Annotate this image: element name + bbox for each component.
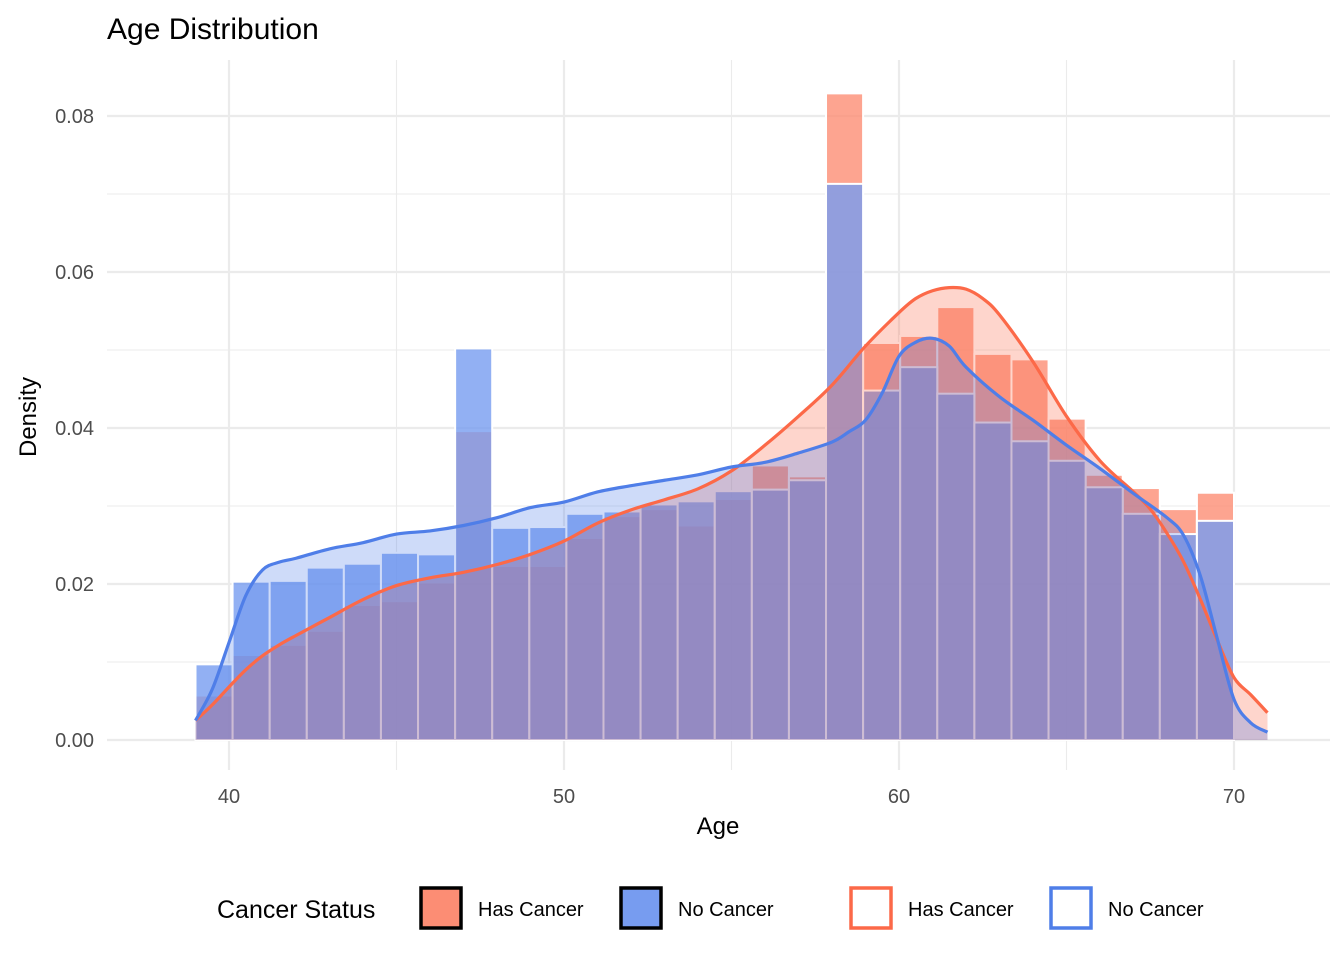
density-has-cancer-area — [195, 287, 1268, 740]
bar-no-cancer — [1158, 533, 1198, 742]
bar-no-cancer — [305, 566, 345, 741]
bar-no-cancer — [936, 392, 976, 741]
y-tick-label: 0.04 — [55, 418, 94, 440]
density-curves — [194, 285, 1269, 740]
x-axis-ticks: 40 50 60 70 — [218, 786, 1245, 808]
legend-key-fill-no-cancer — [619, 886, 663, 930]
legend-label-has-cancer: Has Cancer — [908, 899, 1014, 921]
legend-key-fill-has-cancer — [419, 886, 463, 930]
x-tick-label: 60 — [888, 786, 910, 808]
bar-no-cancer — [602, 510, 642, 741]
bar-no-cancer — [825, 182, 865, 742]
y-tick-label: 0.02 — [55, 574, 94, 596]
y-tick-label: 0.08 — [55, 106, 94, 128]
x-tick-label: 70 — [1223, 786, 1245, 808]
bar-no-cancer — [1047, 459, 1087, 741]
x-tick-label: 40 — [218, 786, 240, 808]
bar-no-cancer — [713, 490, 753, 741]
density-no-cancer-line — [194, 336, 1269, 734]
bar-no-cancer — [676, 500, 716, 741]
bar-no-cancer — [639, 503, 679, 741]
bar-no-cancer — [528, 526, 568, 741]
bar-no-cancer — [231, 580, 271, 741]
y-axis-ticks: 0.00 0.02 0.04 0.06 0.08 — [55, 106, 94, 752]
bar-no-cancer — [1084, 486, 1124, 741]
bar-no-cancer — [1010, 440, 1050, 741]
bar-no-cancer — [454, 347, 494, 741]
legend-key-line-no-cancer — [1049, 886, 1093, 930]
chart-title: Age Distribution — [107, 13, 319, 46]
bar-no-cancer — [899, 366, 939, 741]
legend: Cancer Status Has Cancer No Cancer Has Can… — [217, 886, 1204, 930]
bar-no-cancer — [787, 479, 828, 741]
x-axis-title: Age — [697, 813, 740, 840]
bar-no-cancer — [862, 389, 902, 741]
legend-key-line-has-cancer — [849, 886, 893, 930]
y-axis-title: Density — [15, 377, 42, 457]
x-tick-label: 50 — [553, 786, 575, 808]
legend-title: Cancer Status — [217, 896, 375, 924]
bar-no-cancer — [973, 421, 1013, 741]
legend-label-no-cancer: No Cancer — [678, 899, 774, 921]
legend-label-no-cancer: No Cancer — [1108, 899, 1204, 921]
y-tick-label: 0.00 — [55, 730, 94, 752]
histogram-no-cancer — [194, 182, 1236, 742]
legend-label-has-cancer: Has Cancer — [478, 899, 584, 921]
density-has-cancer-line — [194, 285, 1269, 722]
y-tick-label: 0.06 — [55, 262, 94, 284]
bar-no-cancer — [1121, 512, 1161, 741]
density-no-cancer-area — [195, 338, 1268, 740]
